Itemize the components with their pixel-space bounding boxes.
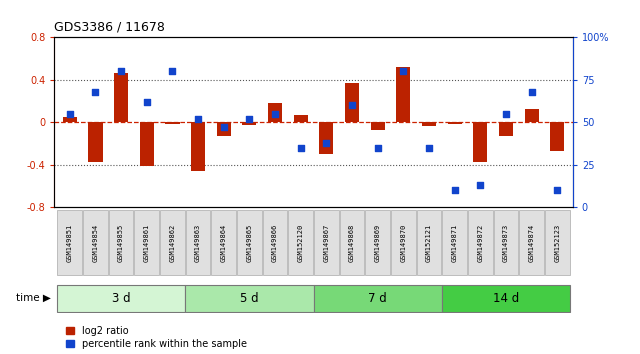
FancyBboxPatch shape: [417, 210, 442, 275]
Text: GSM149861: GSM149861: [144, 223, 150, 262]
Text: 14 d: 14 d: [493, 292, 519, 305]
Text: 7 d: 7 d: [369, 292, 387, 305]
Point: [527, 89, 537, 95]
Bar: [396, 67, 410, 122]
Text: GSM152121: GSM152121: [426, 223, 432, 262]
Text: GSM152120: GSM152120: [298, 223, 304, 262]
FancyBboxPatch shape: [211, 210, 236, 275]
Bar: [165, 122, 179, 124]
Bar: [474, 122, 488, 162]
Text: GSM149869: GSM149869: [375, 223, 381, 262]
Bar: [422, 122, 436, 126]
Point: [372, 145, 383, 150]
FancyBboxPatch shape: [314, 210, 339, 275]
Text: GSM149863: GSM149863: [195, 223, 201, 262]
Point: [90, 89, 100, 95]
Point: [321, 140, 332, 145]
Point: [167, 68, 177, 74]
FancyBboxPatch shape: [58, 210, 82, 275]
Point: [552, 187, 563, 193]
Text: GSM149866: GSM149866: [272, 223, 278, 262]
Text: GSM149854: GSM149854: [92, 223, 99, 262]
Point: [424, 145, 434, 150]
Text: GSM149855: GSM149855: [118, 223, 124, 262]
Point: [450, 187, 460, 193]
Bar: [448, 122, 462, 124]
FancyBboxPatch shape: [186, 285, 314, 312]
Text: GSM149851: GSM149851: [67, 223, 73, 262]
Point: [116, 68, 126, 74]
Bar: [114, 73, 128, 122]
FancyBboxPatch shape: [468, 210, 493, 275]
FancyBboxPatch shape: [186, 210, 211, 275]
Bar: [268, 103, 282, 122]
FancyBboxPatch shape: [391, 210, 416, 275]
FancyBboxPatch shape: [57, 285, 186, 312]
Bar: [140, 122, 154, 166]
FancyBboxPatch shape: [442, 285, 570, 312]
Bar: [88, 122, 102, 162]
Text: 3 d: 3 d: [112, 292, 131, 305]
Point: [65, 111, 75, 116]
Point: [244, 116, 255, 121]
Point: [476, 182, 486, 188]
Point: [219, 124, 229, 130]
Text: GSM152123: GSM152123: [554, 223, 561, 262]
FancyBboxPatch shape: [340, 210, 364, 275]
Bar: [550, 122, 564, 151]
Point: [296, 145, 306, 150]
FancyBboxPatch shape: [493, 210, 518, 275]
Bar: [525, 109, 539, 122]
Point: [398, 68, 408, 74]
Text: 5 d: 5 d: [240, 292, 259, 305]
Point: [347, 102, 357, 108]
FancyBboxPatch shape: [134, 210, 159, 275]
Text: GSM149874: GSM149874: [529, 223, 535, 262]
Bar: [371, 122, 385, 130]
FancyBboxPatch shape: [263, 210, 287, 275]
FancyBboxPatch shape: [520, 210, 544, 275]
Text: GDS3386 / 11678: GDS3386 / 11678: [54, 21, 165, 34]
Bar: [294, 115, 308, 122]
Bar: [345, 83, 359, 122]
FancyBboxPatch shape: [289, 210, 313, 275]
Bar: [243, 122, 257, 125]
Point: [270, 111, 280, 116]
Text: GSM149867: GSM149867: [323, 223, 330, 262]
FancyBboxPatch shape: [442, 210, 467, 275]
Text: time ▶: time ▶: [17, 293, 51, 303]
Text: GSM149865: GSM149865: [246, 223, 252, 262]
Bar: [499, 122, 513, 136]
Text: GSM149864: GSM149864: [221, 223, 227, 262]
Text: GSM149871: GSM149871: [452, 223, 458, 262]
Bar: [217, 122, 231, 136]
Text: GSM149873: GSM149873: [503, 223, 509, 262]
Legend: log2 ratio, percentile rank within the sample: log2 ratio, percentile rank within the s…: [66, 326, 247, 349]
Text: GSM149862: GSM149862: [170, 223, 175, 262]
Point: [141, 99, 152, 104]
FancyBboxPatch shape: [160, 210, 185, 275]
Bar: [63, 117, 77, 122]
Text: GSM149868: GSM149868: [349, 223, 355, 262]
Text: GSM149872: GSM149872: [477, 223, 483, 262]
FancyBboxPatch shape: [314, 285, 442, 312]
FancyBboxPatch shape: [365, 210, 390, 275]
FancyBboxPatch shape: [109, 210, 134, 275]
Point: [501, 111, 511, 116]
FancyBboxPatch shape: [545, 210, 570, 275]
Point: [193, 116, 204, 121]
Text: GSM149870: GSM149870: [401, 223, 406, 262]
FancyBboxPatch shape: [83, 210, 108, 275]
Bar: [191, 122, 205, 171]
Bar: [319, 122, 333, 154]
FancyBboxPatch shape: [237, 210, 262, 275]
